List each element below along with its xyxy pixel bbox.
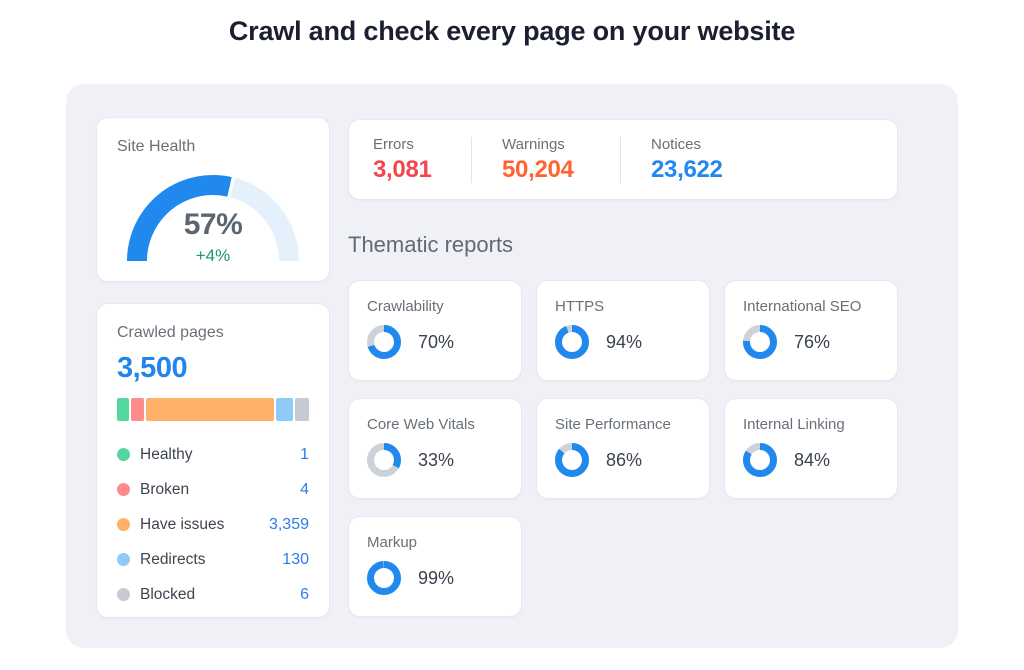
stat-warnings[interactable]: Warnings 50,204 <box>502 136 620 184</box>
thematic-card-crawlability[interactable]: Crawlability 70% <box>348 280 522 381</box>
legend-label: Broken <box>140 480 190 498</box>
legend-label: Healthy <box>140 445 193 463</box>
legend-label: Redirects <box>140 550 206 568</box>
site-health-delta: +4% <box>195 246 231 265</box>
have-issues-dot-icon <box>117 518 130 531</box>
redirects-dot-icon <box>117 553 130 566</box>
donut-chart <box>367 443 401 477</box>
thematic-card-site-performance[interactable]: Site Performance 86% <box>536 398 710 499</box>
thematic-card-https[interactable]: HTTPS 94% <box>536 280 710 381</box>
donut-chart <box>367 561 401 595</box>
donut-chart <box>555 443 589 477</box>
thematic-card-value: 84% <box>794 449 831 470</box>
crawled-pages-legend: Healthy 1 Broken 4 Have issues 3,359 Red… <box>117 437 309 612</box>
blocked-dot-icon <box>117 588 130 601</box>
legend-value: 6 <box>300 585 309 603</box>
bar-segment-blocked <box>295 398 309 421</box>
site-health-label: Site Health <box>117 138 196 155</box>
thematic-card-value: 76% <box>794 331 831 352</box>
stat-value: 3,081 <box>373 155 432 183</box>
donut-chart <box>367 325 401 359</box>
site-health-card: Site Health 57% +4% <box>96 117 330 282</box>
crawled-pages-bar <box>117 398 309 421</box>
thematic-card-value: 70% <box>418 331 455 352</box>
thematic-card-label: Crawlability <box>367 298 444 315</box>
site-health-gauge: 57% +4% <box>118 166 308 266</box>
divider <box>620 136 621 183</box>
legend-row-healthy: Healthy 1 <box>117 437 309 472</box>
thematic-card-value: 99% <box>418 567 455 588</box>
legend-value: 130 <box>282 550 309 568</box>
thematic-reports-heading: Thematic reports <box>348 232 514 257</box>
thematic-card-label: Markup <box>367 534 418 551</box>
stat-errors[interactable]: Errors 3,081 <box>373 136 471 184</box>
legend-row-broken: Broken 4 <box>117 472 309 507</box>
stat-label: Warnings <box>502 135 565 153</box>
bar-segment-healthy <box>117 398 129 421</box>
thematic-card-label: Core Web Vitals <box>367 416 475 433</box>
bar-segment-broken <box>130 398 145 421</box>
thematic-card-label: Site Performance <box>555 416 671 433</box>
stat-notices[interactable]: Notices 23,622 <box>651 136 723 184</box>
legend-label: Have issues <box>140 515 225 533</box>
thematic-card-label: HTTPS <box>555 298 605 315</box>
stat-value: 23,622 <box>651 155 723 183</box>
page-title: Crawl and check every page on your websi… <box>228 16 796 46</box>
bar-segment-have-issues <box>146 398 274 421</box>
thematic-card-label: International SEO <box>743 298 862 315</box>
healthy-dot-icon <box>117 448 130 461</box>
thematic-card-core-web-vitals[interactable]: Core Web Vitals 33% <box>348 398 522 499</box>
crawled-pages-total: 3,500 <box>117 352 188 384</box>
legend-label: Blocked <box>140 585 196 603</box>
legend-value: 4 <box>300 480 309 498</box>
thematic-card-markup[interactable]: Markup 99% <box>348 516 522 617</box>
divider <box>471 136 472 183</box>
thematic-card-international-seo[interactable]: International SEO 76% <box>724 280 898 381</box>
stat-value: 50,204 <box>502 155 574 183</box>
legend-row-blocked: Blocked 6 <box>117 577 309 612</box>
crawled-pages-label: Crawled pages <box>117 324 224 341</box>
legend-row-have-issues: Have issues 3,359 <box>117 507 309 542</box>
thematic-card-internal-linking[interactable]: Internal Linking 84% <box>724 398 898 499</box>
broken-dot-icon <box>117 483 130 496</box>
stat-label: Notices <box>651 135 702 153</box>
dashboard-panel: Site Health 57% +4% Crawled pages 3,500 … <box>66 84 958 648</box>
thematic-reports-grid: Crawlability 70% HTTPS 94% International… <box>348 280 898 617</box>
thematic-card-value: 86% <box>606 449 643 470</box>
legend-value: 3,359 <box>268 515 309 533</box>
gauge-chart <box>126 174 300 262</box>
stat-label: Errors <box>373 135 414 153</box>
thematic-card-value: 33% <box>418 449 455 470</box>
site-health-value: 57% <box>183 208 243 241</box>
bar-segment-redirects <box>275 398 294 421</box>
donut-chart <box>743 325 777 359</box>
donut-chart <box>555 325 589 359</box>
donut-chart <box>743 443 777 477</box>
legend-value: 1 <box>300 445 309 463</box>
thematic-card-value: 94% <box>606 331 643 352</box>
legend-row-redirects: Redirects 130 <box>117 542 309 577</box>
stats-card: Errors 3,081 Warnings 50,204 Notices 23,… <box>348 119 898 200</box>
thematic-card-label: Internal Linking <box>743 416 845 433</box>
crawled-pages-card: Crawled pages 3,500 Healthy 1 Broken 4 H… <box>96 303 330 618</box>
